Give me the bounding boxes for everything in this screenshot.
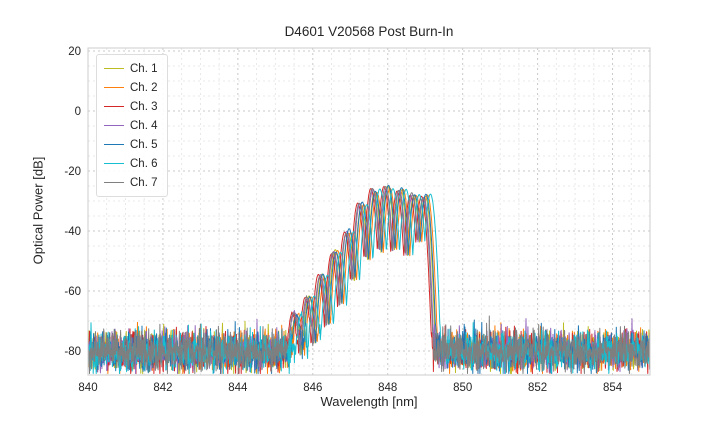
axes-spine (87, 47, 651, 376)
legend-line-swatch (104, 182, 124, 183)
y-axis-label: Optical Power [dB] (30, 156, 46, 265)
legend-item-ch-7: Ch. 7 (104, 173, 158, 192)
legend-line-swatch (104, 106, 124, 107)
legend-label: Ch. 4 (130, 119, 158, 132)
gridlines (87, 48, 651, 375)
chart-title: D4601 V20568 Post Burn-In (284, 24, 454, 39)
legend-line-swatch (104, 68, 124, 69)
legend-line-swatch (104, 144, 124, 145)
legend-line-swatch (104, 87, 124, 88)
legend-label: Ch. 1 (130, 62, 158, 75)
x-tick-label: 852 (528, 382, 547, 394)
x-tick-label: 854 (603, 382, 623, 394)
y-tick-label: -60 (64, 286, 81, 298)
x-tick-label: 848 (378, 382, 397, 394)
legend-label: Ch. 6 (130, 157, 158, 170)
x-tick-label: 842 (153, 382, 172, 394)
series-traces (88, 184, 650, 374)
legend-label: Ch. 2 (130, 81, 158, 94)
x-tick-label: 850 (453, 382, 472, 394)
x-axis-label: Wavelength [nm] (320, 394, 418, 409)
tick-labels: 840 842 844 846 848 850 852 854 20 0 -20 -40 -60 -80 (64, 46, 622, 394)
y-tick-label: 0 (75, 106, 81, 118)
legend-label: Ch. 5 (130, 138, 158, 151)
legend-item-ch-6: Ch. 6 (104, 154, 158, 173)
legend-item-ch-2: Ch. 2 (104, 78, 158, 97)
legend-line-swatch (104, 125, 124, 126)
legend-item-ch-5: Ch. 5 (104, 135, 158, 154)
y-tick-label: 20 (68, 46, 81, 58)
legend-item-ch-3: Ch. 3 (104, 97, 158, 116)
legend-label: Ch. 7 (130, 176, 158, 189)
y-tick-label: -20 (64, 166, 81, 178)
x-tick-label: 844 (228, 382, 248, 394)
legend-line-swatch (104, 163, 124, 164)
y-tick-label: -80 (64, 346, 81, 358)
trace-ch-7 (88, 186, 650, 374)
legend: Ch. 1 Ch. 2 Ch. 3 Ch. 4 Ch. 5 Ch. 6 Ch. 7 (96, 54, 168, 197)
y-tick-label: -40 (64, 226, 81, 238)
legend-label: Ch. 3 (130, 100, 158, 113)
legend-item-ch-1: Ch. 1 (104, 59, 158, 78)
x-tick-label: 846 (303, 382, 322, 394)
legend-item-ch-4: Ch. 4 (104, 116, 158, 135)
x-tick-label: 840 (78, 382, 97, 394)
